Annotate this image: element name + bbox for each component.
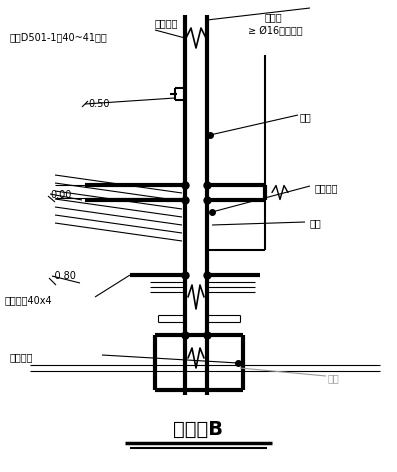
Text: ≥ Ø16镀锌圆钢: ≥ Ø16镀锌圆钢 bbox=[248, 26, 303, 36]
Text: 0.00: 0.00 bbox=[50, 190, 71, 200]
Text: 基础主筋: 基础主筋 bbox=[10, 352, 33, 362]
Text: 地梁: 地梁 bbox=[310, 218, 322, 228]
Text: 0.50: 0.50 bbox=[88, 99, 110, 109]
Text: 基础: 基础 bbox=[328, 373, 340, 383]
Text: 大样图B: 大样图B bbox=[173, 420, 224, 439]
Text: 引下线: 引下线 bbox=[265, 12, 283, 22]
Text: -0.80: -0.80 bbox=[52, 271, 77, 281]
Text: 柱子: 柱子 bbox=[300, 112, 312, 122]
Text: 地梁主筋: 地梁主筋 bbox=[315, 183, 339, 193]
Text: 测试卡子: 测试卡子 bbox=[155, 18, 179, 28]
Text: 参见D501-1第40~41页。: 参见D501-1第40~41页。 bbox=[10, 32, 108, 42]
Text: 镀锌扁钢40x4: 镀锌扁钢40x4 bbox=[5, 295, 53, 305]
